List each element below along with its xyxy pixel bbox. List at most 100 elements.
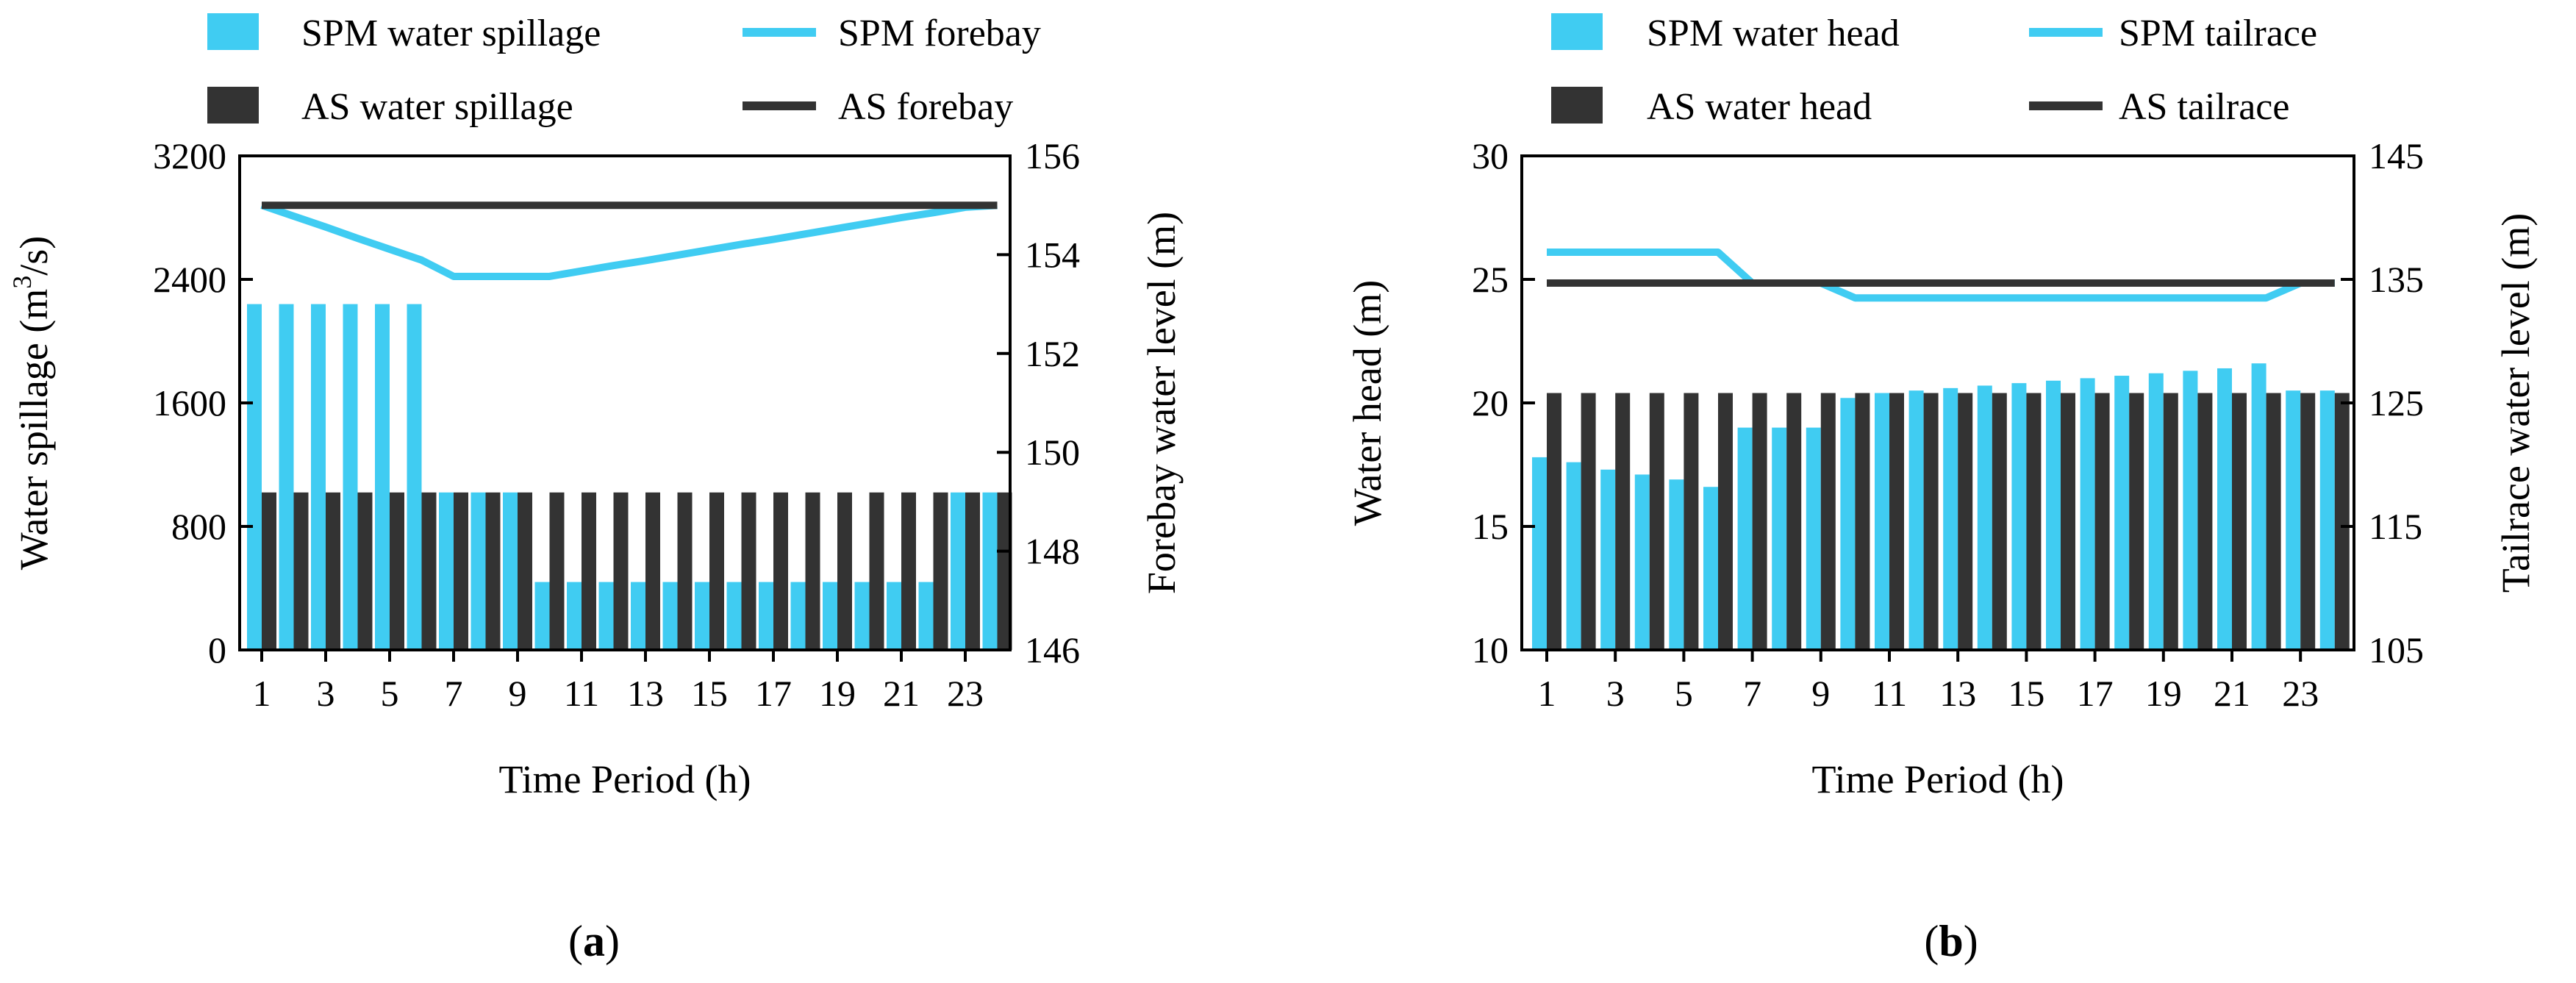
bar-a-spm-1	[247, 304, 262, 650]
xtick-label-b-7: 7	[1743, 673, 1761, 714]
bar-b-as-13	[1958, 393, 1973, 650]
xlabel-b: Time Period (h)	[1811, 757, 2064, 801]
bar-a-spm-9	[503, 492, 518, 650]
line-a-spm	[260, 201, 998, 280]
bar-a-spm-24	[982, 492, 998, 650]
xtick-label-b-3: 3	[1606, 673, 1625, 714]
bar-b-as-20	[2197, 393, 2213, 650]
bar-a-spm-18	[790, 582, 806, 650]
bar-a-as-1	[262, 492, 276, 650]
ytick-label-right-b-135: 135	[2369, 259, 2424, 300]
panel-label-a-open: (	[568, 917, 583, 965]
bar-b-as-12	[1923, 393, 1939, 650]
bar-a-as-11	[582, 492, 596, 650]
bar-b-spm-24	[2319, 390, 2335, 650]
ytick-label-right-a-146: 146	[1025, 629, 1080, 671]
ylabel-left-a-suffix: /s)	[12, 236, 56, 276]
bar-a-as-3	[326, 492, 340, 650]
bars-b	[1532, 363, 2350, 650]
bar-b-spm-19	[2148, 373, 2164, 650]
bar-b-as-5	[1684, 393, 1699, 650]
lines-b	[1547, 249, 2335, 302]
xtick-label-b-19: 19	[2145, 673, 2182, 714]
bar-a-as-10	[549, 492, 565, 650]
xtick-label-a-15: 15	[691, 673, 728, 714]
bar-a-as-22	[933, 492, 948, 650]
bar-a-as-9	[518, 492, 532, 650]
bar-b-as-8	[1786, 393, 1802, 650]
bar-a-spm-10	[534, 582, 550, 650]
bar-a-spm-11	[567, 582, 582, 650]
bar-b-as-11	[1889, 393, 1904, 650]
bar-a-spm-16	[726, 582, 742, 650]
panel-label-b: (b)	[1924, 917, 1978, 965]
xtick-label-a-5: 5	[381, 673, 399, 714]
ytick-label-right-b-145: 145	[2369, 135, 2424, 176]
bar-a-spm-7	[439, 492, 454, 650]
xtick-label-a-1: 1	[253, 673, 271, 714]
xtick-label-a-13: 13	[627, 673, 664, 714]
xtick-label-a-19: 19	[819, 673, 856, 714]
bar-b-spm-2	[1566, 462, 1581, 650]
bar-a-spm-20	[854, 582, 870, 650]
legend-b-swatch-spm-line	[2029, 28, 2103, 37]
bar-a-as-19	[837, 492, 852, 650]
bar-a-as-16	[741, 492, 756, 650]
bar-a-as-17	[773, 492, 788, 650]
bar-b-as-22	[2266, 393, 2281, 650]
ytick-label-right-b-105: 105	[2369, 629, 2424, 671]
xlabel-a: Time Period (h)	[498, 757, 751, 801]
legend-a-swatch-as-line	[743, 101, 816, 110]
bar-b-spm-22	[2251, 363, 2266, 650]
bar-b-spm-11	[1875, 393, 1889, 650]
bar-a-spm-15	[695, 582, 709, 650]
bar-b-spm-18	[2114, 376, 2130, 650]
xtick-label-a-23: 23	[947, 673, 984, 714]
bars-a	[247, 304, 1012, 650]
panel-label-b-letter: b	[1939, 917, 1963, 965]
bar-b-as-18	[2129, 393, 2144, 650]
bar-b-as-16	[2061, 393, 2075, 650]
xtick-label-a-21: 21	[883, 673, 920, 714]
chart-a: SPM water spillage SPM forebay AS water …	[7, 12, 1184, 965]
legend-b-swatch-as-bar	[1551, 87, 1603, 124]
ytick-label-right-b-115: 115	[2369, 506, 2422, 547]
xtick-label-a-11: 11	[564, 673, 599, 714]
legend-b-label-as-bar: AS water head	[1647, 86, 1872, 128]
ytick-label-left-b-30: 30	[1472, 135, 1509, 176]
xtick-label-b-21: 21	[2214, 673, 2250, 714]
bar-a-spm-5	[375, 304, 390, 650]
bar-a-as-8	[485, 492, 501, 650]
bar-b-spm-4	[1634, 474, 1650, 650]
bar-a-as-15	[709, 492, 724, 650]
panel-label-a-letter: a	[583, 917, 605, 965]
ylabel-left-a-sup: 3	[7, 276, 37, 289]
bar-a-spm-13	[631, 582, 645, 650]
bar-b-as-14	[1992, 393, 2007, 650]
xtick-label-b-11: 11	[1872, 673, 1907, 714]
bar-a-as-24	[997, 492, 1012, 650]
bar-b-spm-16	[2046, 380, 2061, 650]
bar-b-as-19	[2163, 393, 2178, 650]
bar-b-spm-10	[1840, 398, 1856, 650]
bar-b-spm-17	[2080, 378, 2095, 650]
panel-label-a-close: )	[605, 917, 620, 965]
bar-b-spm-6	[1703, 487, 1718, 650]
legend-a-swatch-spm-bar	[207, 13, 259, 50]
bar-b-as-21	[2232, 393, 2247, 650]
ytick-label-left-a-0: 0	[208, 629, 226, 671]
xtick-label-b-9: 9	[1811, 673, 1830, 714]
bar-a-as-6	[421, 492, 437, 650]
bar-b-as-10	[1855, 393, 1870, 650]
legend-a-label-spm-line: SPM forebay	[838, 12, 1041, 54]
bar-a-as-7	[454, 492, 468, 650]
xtick-label-b-17: 17	[2077, 673, 2114, 714]
ytick-label-right-a-152: 152	[1025, 333, 1080, 374]
ytick-label-left-a-1600: 1600	[153, 382, 226, 423]
xtick-label-a-17: 17	[755, 673, 792, 714]
ytick-label-right-b-125: 125	[2369, 382, 2424, 423]
